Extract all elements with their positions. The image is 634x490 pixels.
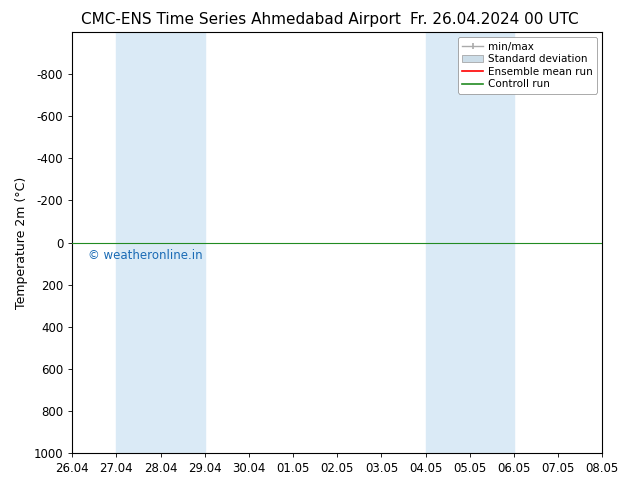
Legend: min/max, Standard deviation, Ensemble mean run, Controll run: min/max, Standard deviation, Ensemble me… — [458, 37, 597, 94]
Text: Fr. 26.04.2024 00 UTC: Fr. 26.04.2024 00 UTC — [410, 12, 579, 27]
Y-axis label: Temperature 2m (°C): Temperature 2m (°C) — [15, 176, 28, 309]
Bar — [117, 32, 205, 453]
Text: CMC-ENS Time Series Ahmedabad Airport: CMC-ENS Time Series Ahmedabad Airport — [81, 12, 401, 27]
Text: © weatheronline.in: © weatheronline.in — [88, 249, 203, 262]
Bar — [425, 32, 514, 453]
